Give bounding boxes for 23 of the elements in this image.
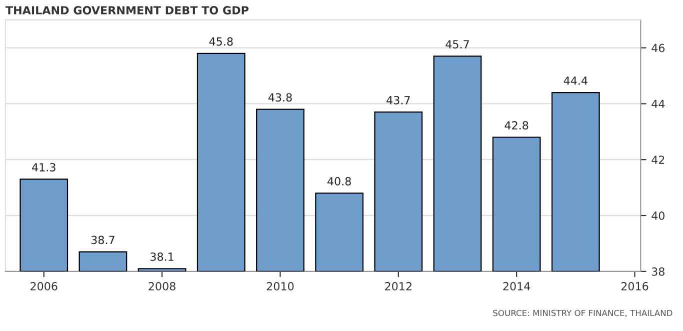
y-tick-label: 40: [652, 211, 664, 220]
data-label: 45.7: [446, 40, 469, 48]
y-tick-label: 38: [652, 267, 664, 276]
data-label: 42.8: [504, 121, 528, 130]
x-tick-label: 2006: [30, 282, 58, 290]
data-label: 40.8: [327, 177, 351, 186]
x-tick-label: 2010: [266, 282, 294, 290]
data-label: 43.7: [386, 96, 410, 104]
x-tick-label: 2016: [621, 282, 648, 290]
x-tick-label: 2008: [148, 282, 176, 290]
y-tick-label: 42: [652, 156, 664, 164]
data-label: 43.8: [268, 93, 292, 102]
y-tick-label: 44: [652, 100, 665, 108]
source-note: SOURCE: MINISTRY OF FINANCE, THAILAND: [493, 310, 672, 317]
data-label: 38.7: [91, 236, 114, 244]
data-label: 38.1: [150, 252, 174, 261]
x-tick-label: 2014: [503, 282, 530, 290]
x-tick-label: 2012: [385, 282, 412, 290]
data-label: 44.4: [564, 76, 588, 85]
chart-title: THAILAND GOVERNMENT DEBT TO GDP: [6, 6, 249, 14]
data-label: 45.8: [209, 37, 233, 46]
data-label: 41.3: [32, 163, 56, 172]
y-tick-label: 46: [652, 44, 665, 52]
